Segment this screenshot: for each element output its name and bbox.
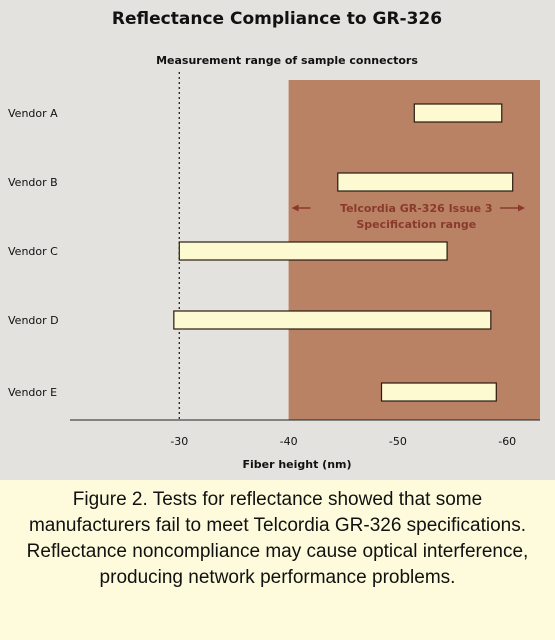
x-axis-label: Fiber height (nm): [242, 458, 351, 471]
vendor-bars: [173, 103, 514, 402]
category-labels: Vendor A Vendor B Vendor C Vendor D Vendor E: [8, 107, 59, 399]
bar-vendor-e: [380, 382, 497, 402]
bar-vendor-b: [337, 172, 514, 192]
x-tick-label: -50: [389, 435, 407, 448]
spec-range-label: Telcordia GR-326 Issue 3 Specification r…: [291, 202, 525, 231]
bar-vendor-d: [173, 310, 492, 330]
category-label-vendor-a: Vendor A: [8, 107, 58, 120]
category-label-vendor-d: Vendor D: [8, 314, 59, 327]
x-tick-labels: -30 -40 -50 -60: [170, 435, 516, 448]
category-label-vendor-b: Vendor B: [8, 176, 58, 189]
spec-arrowhead-right: [518, 204, 525, 212]
spec-label-line1: Telcordia GR-326 Issue 3: [340, 202, 493, 215]
x-tick-label: -60: [498, 435, 516, 448]
chart-title: Reflectance Compliance to GR-326: [112, 9, 442, 29]
x-tick-label: -30: [170, 435, 188, 448]
spec-arrowhead-left: [291, 204, 299, 212]
category-label-vendor-c: Vendor C: [8, 245, 58, 258]
bar-vendor-c: [178, 241, 448, 261]
reflectance-chart: Reflectance Compliance to GR-326 Measure…: [8, 9, 540, 471]
chart-subtitle: Measurement range of sample connectors: [156, 54, 418, 67]
category-label-vendor-e: Vendor E: [8, 386, 57, 399]
figure-caption: Figure 2. Tests for reflectance showed t…: [0, 480, 555, 640]
x-tick-label: -40: [280, 435, 298, 448]
chart-figure: Reflectance Compliance to GR-326 Measure…: [0, 0, 555, 480]
spec-label-line2: Specification range: [356, 218, 476, 231]
bar-vendor-a: [413, 103, 503, 123]
